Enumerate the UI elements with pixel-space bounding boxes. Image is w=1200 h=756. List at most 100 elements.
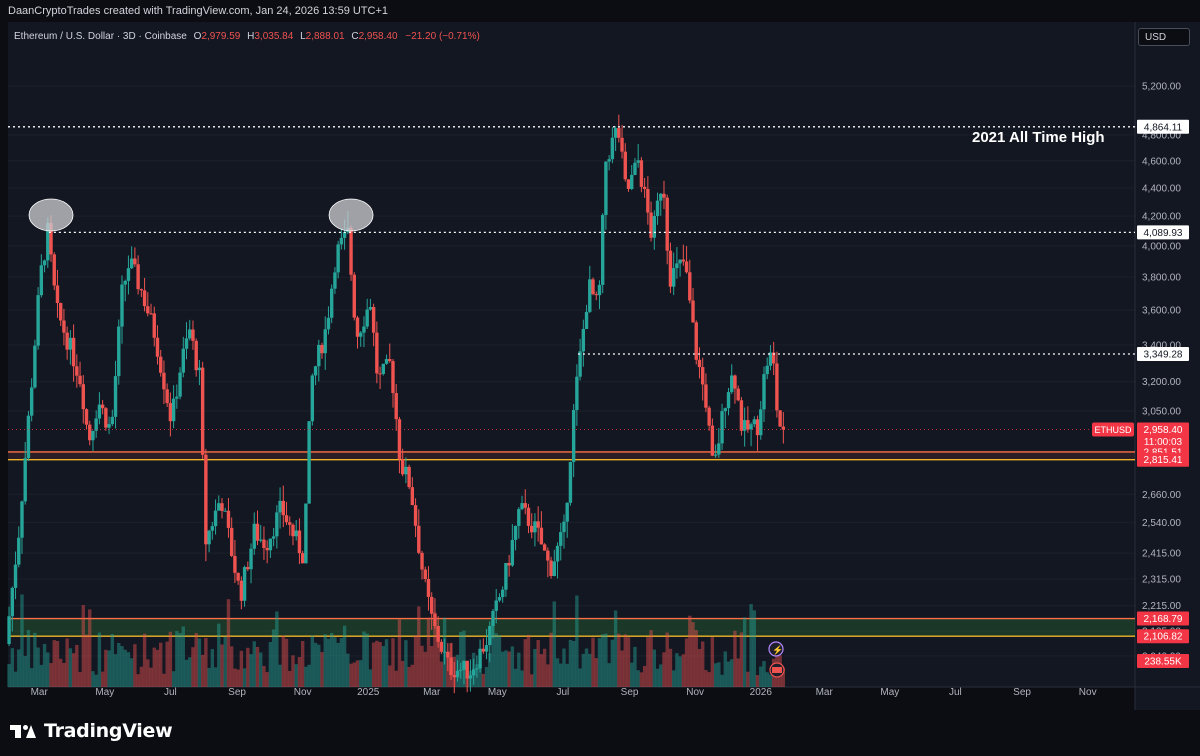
candle-body <box>430 596 434 614</box>
volume-bar <box>633 646 637 687</box>
volume-bar <box>642 665 647 687</box>
candle-body <box>220 503 224 511</box>
zone-price-tag <box>1137 452 1189 467</box>
volume-bar <box>13 671 18 687</box>
volume-bar <box>607 663 611 687</box>
price-chart[interactable]: 5,200.00 4,800.00 4,600.00 4,400.00 4,200.00… <box>0 22 1200 710</box>
y-tick-label: 5,200.00 <box>1142 82 1181 93</box>
candle-body <box>649 212 653 238</box>
volume-bar <box>252 641 256 687</box>
support-zone-fill <box>8 451 1135 460</box>
candle-body <box>117 326 121 377</box>
volume-bar <box>481 673 486 687</box>
candle-body <box>410 487 415 506</box>
candle-body <box>355 317 360 337</box>
volume-bar <box>494 633 498 687</box>
candle-body <box>288 522 292 525</box>
volume-bar <box>497 635 502 687</box>
volume-bar <box>604 633 608 687</box>
candle-body <box>307 421 311 504</box>
volume-bar <box>333 637 337 687</box>
candle-body <box>749 424 753 430</box>
candle-body <box>120 284 124 327</box>
volume-bar <box>555 658 560 687</box>
candle-body <box>500 589 505 598</box>
volume-bar <box>584 648 589 687</box>
volume-bar <box>88 609 92 687</box>
volume-bar <box>510 646 515 687</box>
volume-bar <box>168 631 173 687</box>
symbol-tag-label: ETHUSD <box>1094 425 1132 435</box>
candle-body <box>588 279 592 312</box>
volume-bar <box>491 619 495 687</box>
candle-body <box>778 410 782 427</box>
volume-bar <box>665 632 669 687</box>
volume-bar <box>355 660 360 687</box>
y-tick-label: 4,600.00 <box>1142 156 1181 167</box>
volume-bar <box>10 648 15 687</box>
candle-body <box>323 329 327 354</box>
candle-body <box>617 128 621 138</box>
volume-bar <box>765 672 769 687</box>
volume-bar <box>671 670 676 687</box>
candle-body <box>249 548 253 570</box>
volume-bar <box>384 639 389 687</box>
currency-button[interactable]: USD <box>1138 28 1190 46</box>
candle-body <box>191 329 195 341</box>
volume-bar <box>565 663 569 687</box>
volume-bar <box>39 664 44 687</box>
candle-body <box>300 553 305 564</box>
candle-body <box>171 398 176 422</box>
y-tick-label: 3,050.00 <box>1142 406 1181 417</box>
candle-body <box>359 332 363 337</box>
volume-bar <box>436 635 440 687</box>
candle-body <box>407 466 411 488</box>
candle-body <box>265 547 269 551</box>
candle-body <box>668 250 673 287</box>
candle-body <box>739 400 744 431</box>
volume-bar <box>707 672 711 687</box>
x-tick-label: Mar <box>816 687 834 698</box>
volume-bar <box>678 656 682 687</box>
price-axis[interactable] <box>1135 22 1200 710</box>
zone-price-tag <box>1137 629 1189 644</box>
volume-bar <box>417 606 421 687</box>
volume-bar <box>662 652 666 687</box>
volume-bar <box>23 655 27 687</box>
candle-body <box>610 137 615 160</box>
y-tick-label: 4,200.00 <box>1142 212 1181 223</box>
candle-body <box>297 530 302 554</box>
ath-level-tag <box>1137 119 1189 134</box>
candle-body <box>559 532 563 546</box>
event-icons[interactable]: ⚡ <box>768 641 785 678</box>
candle-body <box>278 500 282 513</box>
volume-bar <box>739 632 744 687</box>
candle-body <box>49 222 53 255</box>
volume-bar <box>720 674 724 687</box>
candle-body <box>597 284 602 296</box>
candle-body <box>7 616 11 645</box>
volume-bar <box>49 663 53 687</box>
volume-bar <box>155 649 160 687</box>
candle-body <box>294 530 298 537</box>
candle-body <box>659 193 663 201</box>
volume-bar <box>591 637 595 687</box>
volume-bar <box>462 630 466 687</box>
candle-body <box>329 288 334 318</box>
volume-bar <box>430 645 434 687</box>
candle-body <box>226 510 231 528</box>
lightning-icon[interactable] <box>768 641 784 657</box>
volume-bar <box>223 636 227 687</box>
candle-body <box>233 555 237 573</box>
candle-body <box>229 527 234 556</box>
volume-bar <box>133 644 137 687</box>
x-tick-label: Nov <box>686 687 704 698</box>
candle-body <box>530 525 534 533</box>
volume-bar <box>339 638 344 687</box>
candle-body <box>26 415 31 459</box>
volume-bar <box>52 640 56 687</box>
volume-bar <box>691 622 695 687</box>
x-tick-label: Jul <box>164 687 177 698</box>
y-tick-label: 3,200.00 <box>1142 377 1181 388</box>
candle-body <box>771 352 776 364</box>
